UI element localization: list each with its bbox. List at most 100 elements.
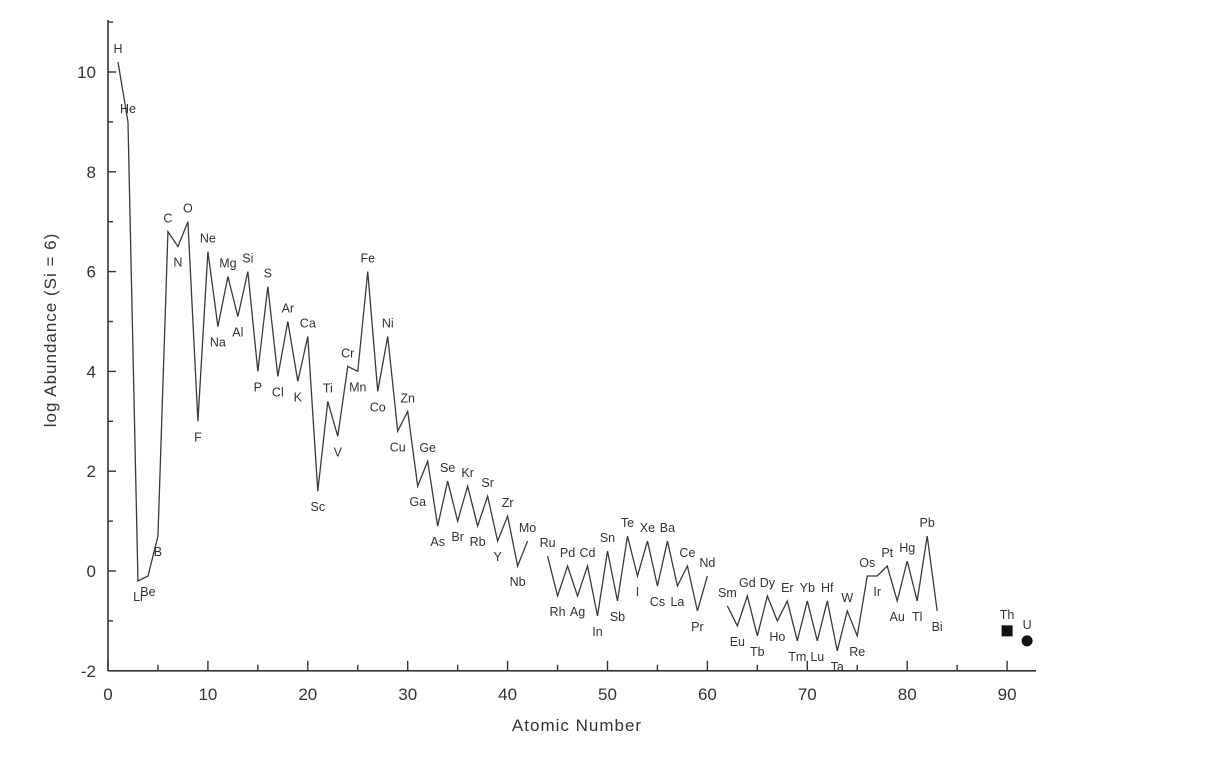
- element-label: P: [254, 380, 262, 394]
- element-label: H: [113, 42, 122, 56]
- element-label: Al: [232, 326, 243, 340]
- x-tick-label: 30: [398, 685, 417, 704]
- element-label: B: [154, 545, 162, 559]
- thorium-marker: [1001, 625, 1013, 637]
- y-tick-label: 4: [87, 362, 96, 381]
- element-label: S: [264, 267, 272, 281]
- element-label: Ti: [323, 381, 333, 395]
- element-label: Hf: [821, 581, 834, 595]
- element-label: Ce: [679, 546, 695, 560]
- x-axis-title: Atomic Number: [512, 716, 642, 735]
- element-label: In: [592, 625, 602, 639]
- x-tick-label: 10: [198, 685, 217, 704]
- element-label: Be: [140, 585, 155, 599]
- uranium-marker: [1021, 635, 1033, 647]
- element-label: Hg: [899, 541, 915, 555]
- element-label: Sr: [481, 476, 494, 490]
- axes: [107, 20, 1036, 672]
- element-label: Eu: [730, 635, 745, 649]
- element-label: Cu: [390, 440, 406, 454]
- element-label: Sb: [610, 610, 625, 624]
- element-label: Er: [781, 581, 794, 595]
- element-label: Tl: [912, 610, 922, 624]
- element-label: Te: [621, 516, 634, 530]
- element-label: Ne: [200, 232, 216, 246]
- y-tick-label: 8: [87, 163, 96, 182]
- element-label: Dy: [760, 576, 776, 590]
- element-label: Br: [451, 530, 464, 544]
- element-label: Re: [849, 645, 865, 659]
- abundance-line: [546, 535, 709, 617]
- element-label: Nd: [699, 556, 715, 570]
- element-label: Ta: [831, 660, 844, 674]
- element-label: Cs: [650, 595, 665, 609]
- element-label: Ho: [769, 630, 785, 644]
- x-tick-label: 60: [698, 685, 717, 704]
- y-tick-label: 0: [87, 562, 96, 581]
- y-tick-label: 6: [87, 263, 96, 282]
- element-label: Sm: [718, 586, 737, 600]
- element-label: As: [430, 535, 445, 549]
- element-label: K: [294, 390, 303, 404]
- element-label: He: [120, 102, 136, 116]
- element-label: N: [173, 256, 182, 270]
- element-label: Ga: [409, 495, 426, 509]
- element-label: Mn: [349, 380, 366, 394]
- element-label: Zr: [502, 496, 514, 510]
- element-label: Mo: [519, 521, 536, 535]
- element-label: Th: [1000, 608, 1015, 622]
- element-label: Ar: [282, 302, 295, 316]
- x-tick-label: 90: [998, 685, 1017, 704]
- element-label: Fe: [360, 252, 375, 266]
- element-label: Ir: [873, 585, 881, 599]
- x-tick-label: 70: [798, 685, 817, 704]
- element-label: Cr: [341, 346, 354, 360]
- x-tick-label: 0: [103, 685, 112, 704]
- element-label: Y: [493, 550, 502, 564]
- element-label: Ge: [419, 441, 436, 455]
- element-label: C: [163, 212, 172, 226]
- element-label: Se: [440, 461, 455, 475]
- x-tick-label: 20: [298, 685, 317, 704]
- element-label: Ba: [660, 521, 675, 535]
- element-label: Ag: [570, 605, 585, 619]
- element-label: Mg: [219, 257, 236, 271]
- y-tick-label: -2: [81, 662, 96, 681]
- abundance-line: [726, 535, 938, 651]
- element-label: Au: [890, 610, 905, 624]
- element-label: Ru: [540, 536, 556, 550]
- element-label: Sc: [310, 500, 325, 514]
- element-label: Pr: [691, 620, 704, 634]
- element-label: Si: [242, 252, 253, 266]
- element-label: Ni: [382, 316, 394, 330]
- element-label: V: [334, 445, 343, 459]
- element-label: Na: [210, 335, 226, 349]
- element-label: Xe: [640, 521, 655, 535]
- abundance-line: [117, 61, 529, 583]
- element-label: Rb: [470, 535, 486, 549]
- element-label: Tb: [750, 645, 765, 659]
- y-axis-title: log Abundance (Si = 6): [41, 233, 60, 427]
- element-label: Kr: [461, 466, 474, 480]
- element-label: Li: [133, 590, 143, 604]
- element-label: Sn: [600, 531, 615, 545]
- element-label: Lu: [810, 650, 824, 664]
- element-label: Pb: [920, 516, 935, 530]
- element-label: Cd: [580, 546, 596, 560]
- element-label: Cl: [272, 385, 284, 399]
- element-label: Pd: [560, 546, 575, 560]
- element-label: Co: [370, 400, 386, 414]
- element-label: Gd: [739, 576, 756, 590]
- element-label: Pt: [881, 546, 893, 560]
- element-label: La: [670, 595, 684, 609]
- element-label: F: [194, 430, 202, 444]
- element-label: Yb: [800, 581, 815, 595]
- series-group: [117, 61, 938, 651]
- element-label: Ca: [300, 316, 316, 330]
- element-label: W: [841, 591, 853, 605]
- element-label: Os: [859, 556, 875, 570]
- element-label: Bi: [932, 620, 943, 634]
- element-label: U: [1023, 618, 1032, 632]
